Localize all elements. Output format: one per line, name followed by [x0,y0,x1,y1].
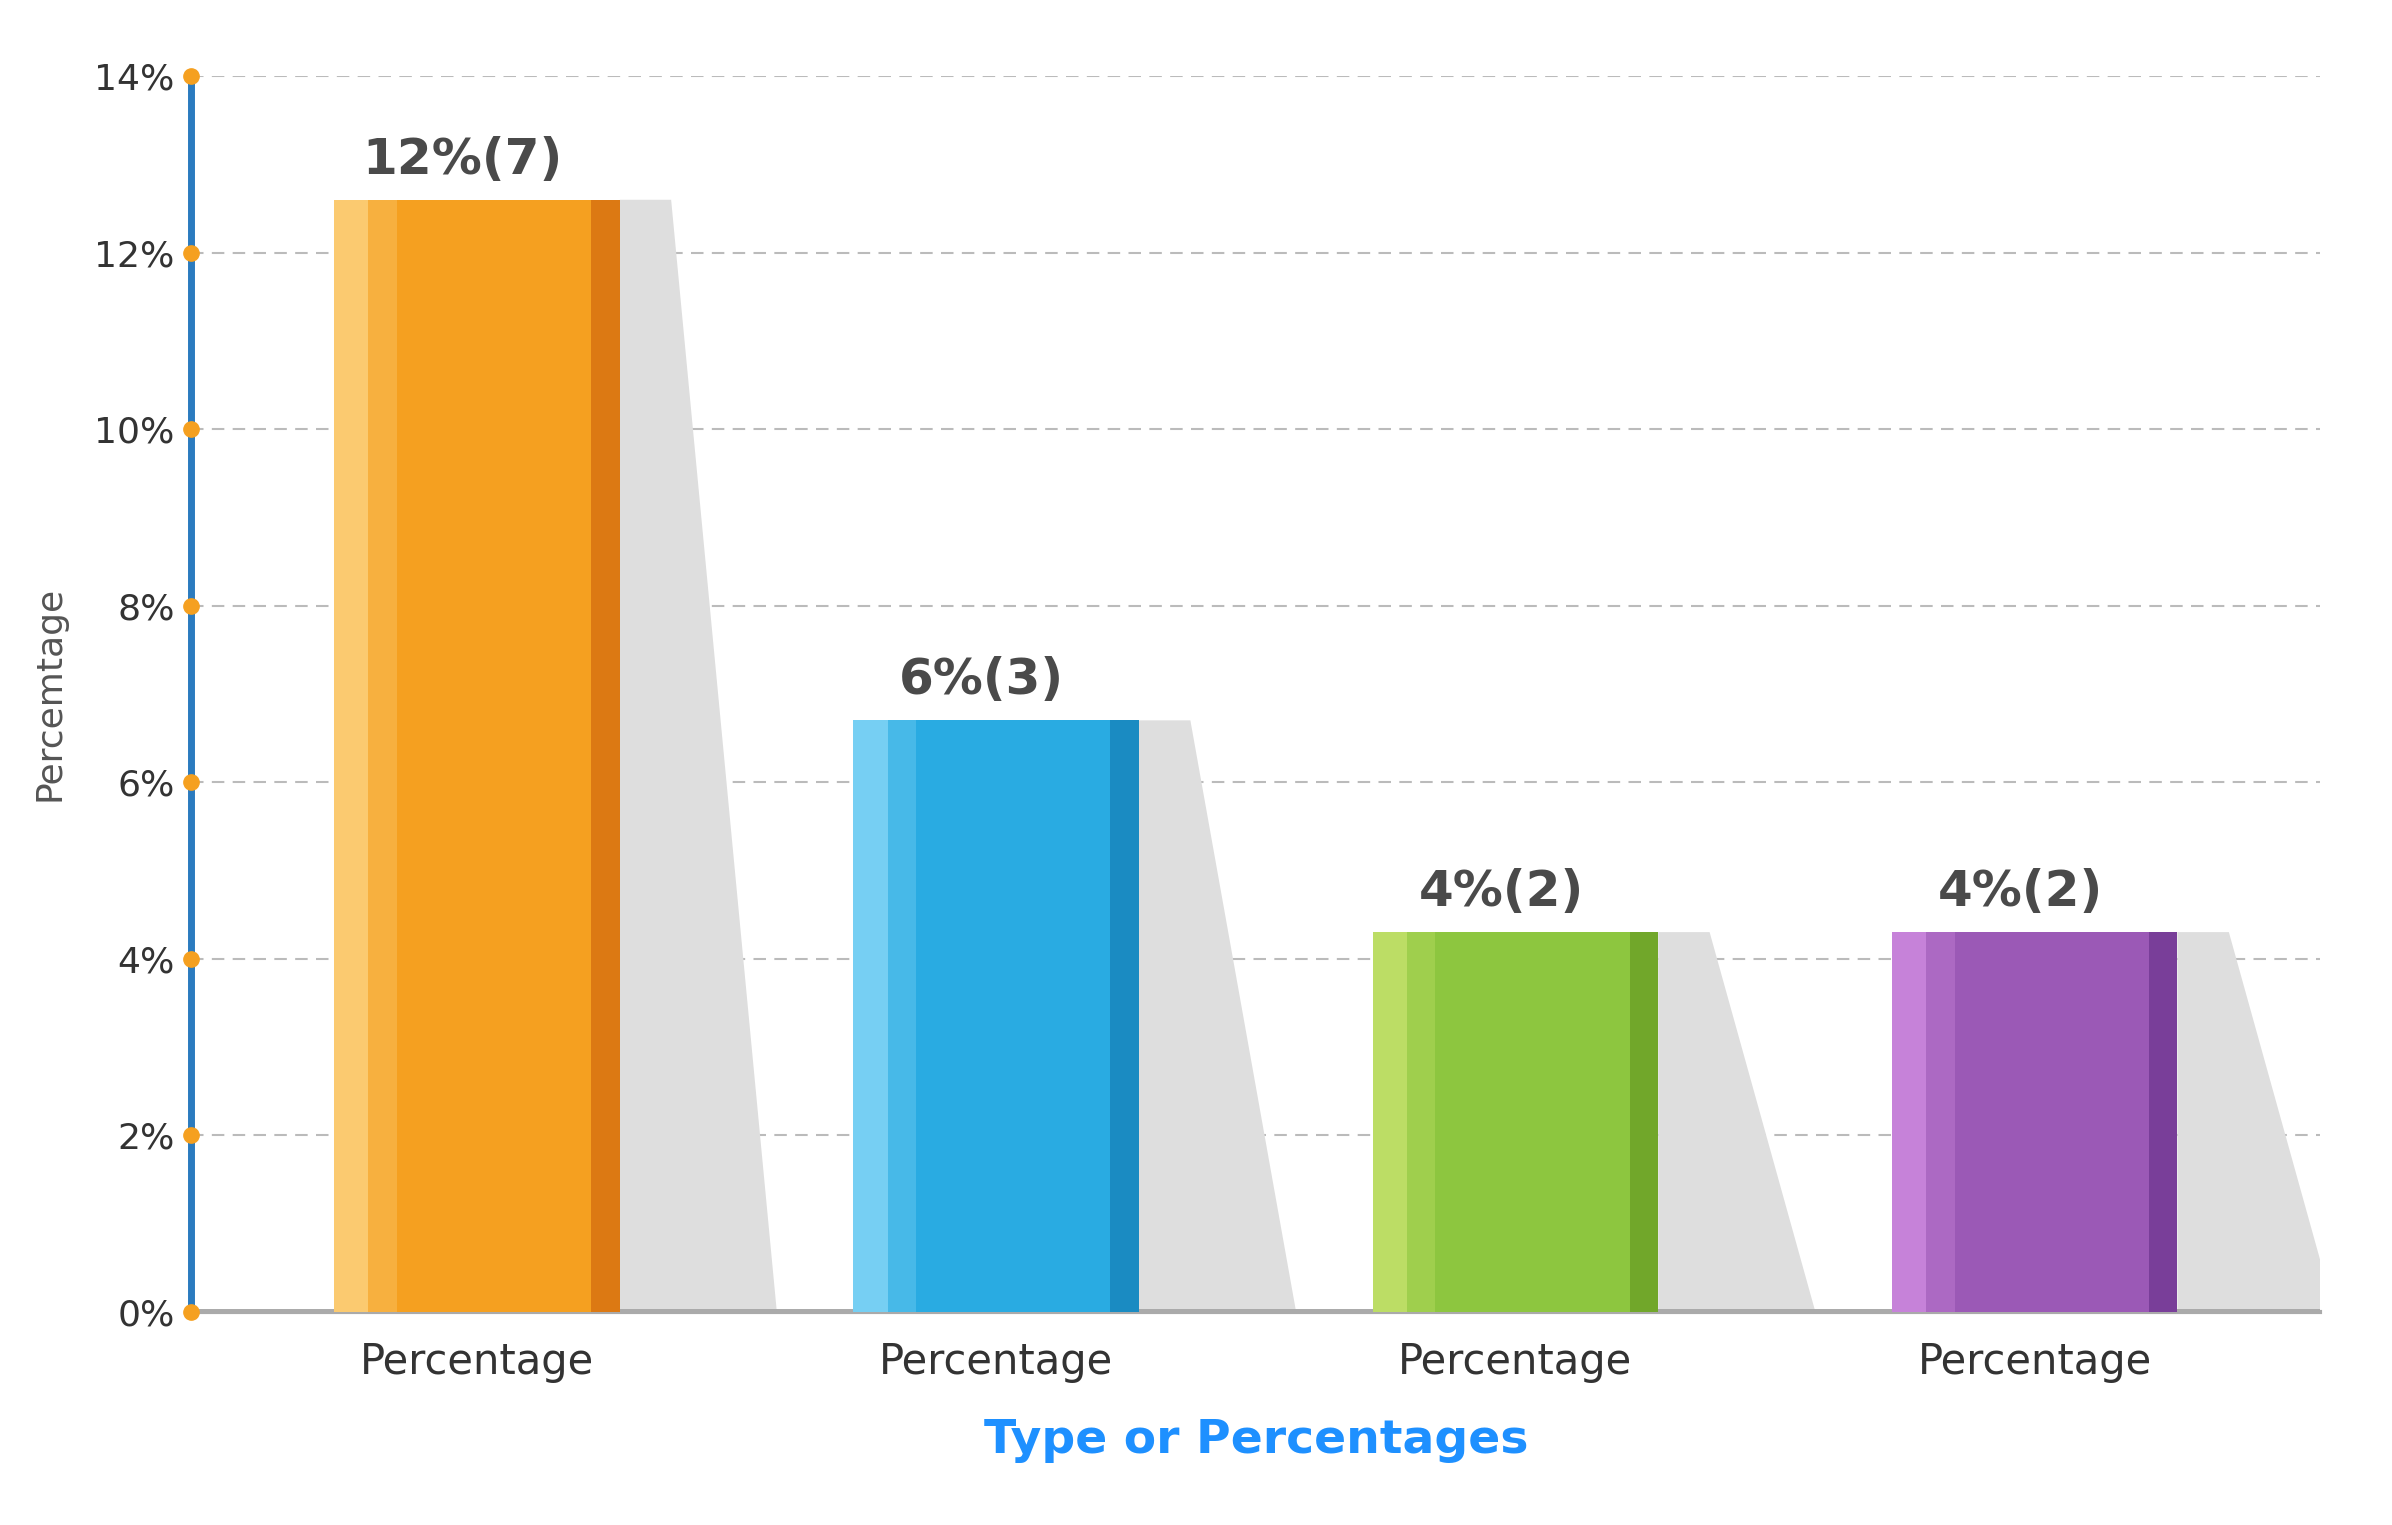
Polygon shape [2177,932,2335,1312]
Polygon shape [1139,720,1296,1312]
Bar [1892,932,2177,1312]
Bar [1892,932,1954,1312]
Text: 6%(3): 6%(3) [899,656,1064,705]
Text: 12%(7): 12%(7) [364,136,562,185]
Bar [1373,932,1658,1312]
Bar [335,200,620,1312]
Bar [1892,932,1926,1312]
Text: 4%(2): 4%(2) [1418,868,1584,917]
Text: 4%(2): 4%(2) [1938,868,2103,917]
Bar [1629,932,1658,1312]
Bar [1110,720,1139,1312]
Y-axis label: Percemtage: Percemtage [33,586,67,802]
X-axis label: Type or Percentages: Type or Percentages [983,1418,1528,1462]
Polygon shape [620,200,777,1312]
Bar [1373,932,1406,1312]
Bar [854,720,887,1312]
Bar [854,720,916,1312]
Bar [854,720,1139,1312]
Bar [591,200,620,1312]
Polygon shape [1658,932,1816,1312]
Bar [335,200,368,1312]
Bar [1373,932,1435,1312]
Bar [2148,932,2177,1312]
Bar [335,200,397,1312]
